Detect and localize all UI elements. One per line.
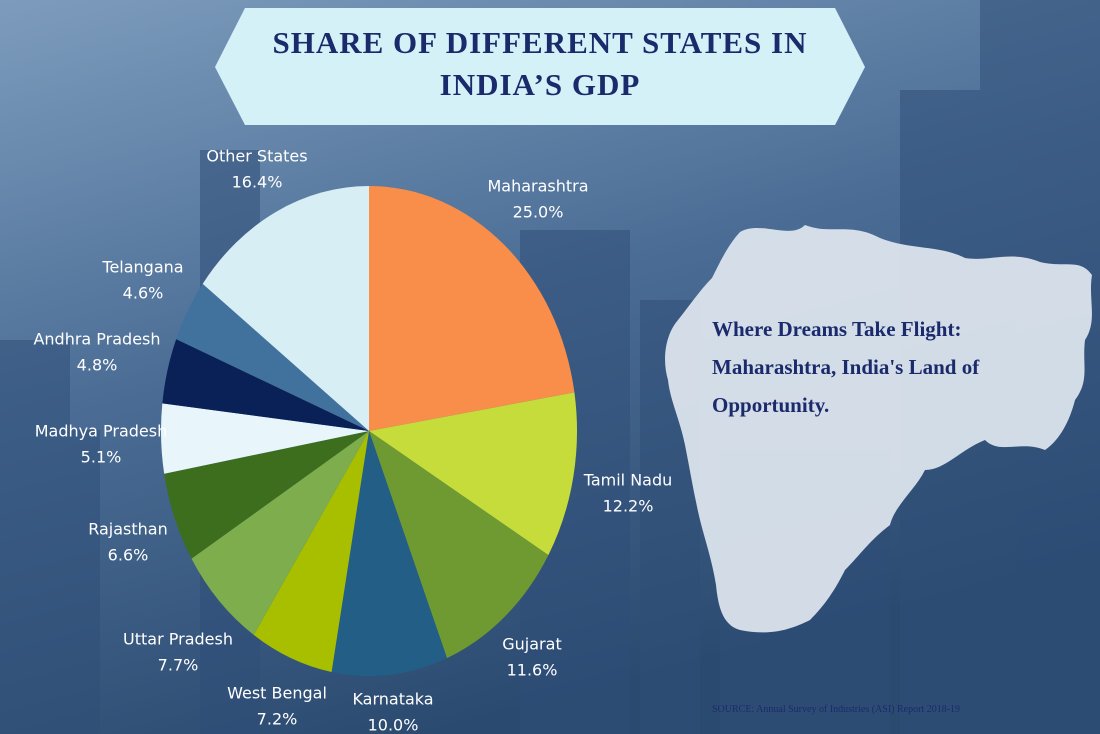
chart-title: SHARE OF DIFFERENT STATES IN INDIA’S GDP [272,25,808,102]
pie-slice [176,283,369,431]
slice-label: Uttar Pradesh [123,630,233,649]
slice-label: Karnataka [352,690,433,709]
pie-slice [202,186,369,431]
slice-label: Rajasthan [88,520,168,539]
map-shape [665,225,1092,633]
value-label: 5.1% [81,448,122,467]
slice-label: West Bengal [227,684,327,703]
value-label: 16.4% [232,173,283,192]
title-banner [215,8,865,125]
slice-label: Maharashtra [487,177,588,196]
value-label: 4.6% [123,284,164,303]
slice-label: Other States [206,147,307,166]
pie-slice [161,403,369,474]
pie-slice [369,186,575,431]
pie: Maharashtra 25.0% Tamil Nadu 12.2% Gujarat 11… [33,147,672,734]
tagline: Where Dreams Take Flight: Maharashtra, I… [712,317,980,417]
slice-label: Gujarat [502,635,561,654]
slice-label: Madhya Pradesh [35,422,168,441]
value-label: 7.2% [257,710,298,729]
value-label: 25.0% [513,203,564,222]
value-label: 10.0% [368,716,419,734]
slice-label: Telangana [101,258,183,277]
pie-slice [369,431,549,659]
value-label: 11.6% [507,661,558,680]
pie-slice [162,339,369,431]
pie-slice [191,431,369,635]
source-note: SOURCE: Annual Survey of Industries (ASI… [712,704,961,715]
pie-slice [369,392,577,556]
slice-label: Tamil Nadu [583,471,673,490]
value-label: 4.8% [77,356,118,375]
value-label: 6.6% [108,546,149,565]
value-label: 7.7% [158,656,199,675]
slice-label: Andhra Pradesh [33,330,160,349]
pie-slice [253,431,369,673]
pie-slice [164,431,369,559]
value-label: 12.2% [603,497,654,516]
pie-slice [331,431,447,676]
